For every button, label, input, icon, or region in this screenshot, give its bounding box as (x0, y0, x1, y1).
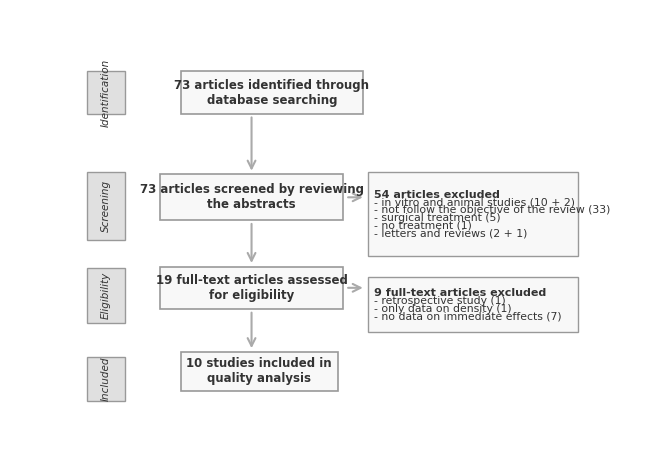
Text: - no treatment (1): - no treatment (1) (374, 221, 472, 231)
Text: 9 full-text articles excluded: 9 full-text articles excluded (374, 288, 547, 298)
Text: Included: Included (101, 357, 111, 402)
FancyBboxPatch shape (160, 174, 343, 220)
FancyBboxPatch shape (181, 352, 337, 391)
Text: 19 full-text articles assessed
for eligibility: 19 full-text articles assessed for eligi… (156, 274, 347, 302)
Text: - only data on density (1): - only data on density (1) (374, 304, 512, 313)
FancyBboxPatch shape (181, 71, 363, 114)
FancyBboxPatch shape (87, 172, 125, 240)
FancyBboxPatch shape (87, 71, 125, 114)
FancyBboxPatch shape (368, 277, 578, 332)
Text: 54 articles excluded: 54 articles excluded (374, 189, 500, 200)
Text: - letters and reviews (2 + 1): - letters and reviews (2 + 1) (374, 229, 528, 239)
Text: Identification: Identification (101, 59, 111, 127)
Text: 73 articles screened by reviewing
the abstracts: 73 articles screened by reviewing the ab… (139, 183, 364, 211)
FancyBboxPatch shape (160, 266, 343, 309)
Text: 73 articles identified through
database searching: 73 articles identified through database … (175, 78, 370, 106)
Text: - in vitro and animal studies (10 + 2): - in vitro and animal studies (10 + 2) (374, 197, 576, 207)
Text: 10 studies included in
quality analysis: 10 studies included in quality analysis (186, 357, 332, 385)
Text: - not follow the objective of the review (33): - not follow the objective of the review… (374, 205, 611, 215)
Text: Screening: Screening (101, 180, 111, 232)
Text: - no data on immediate effects (7): - no data on immediate effects (7) (374, 311, 562, 321)
Text: - surgical treatment (5): - surgical treatment (5) (374, 213, 501, 223)
Text: - retrospective study (1): - retrospective study (1) (374, 296, 506, 306)
FancyBboxPatch shape (87, 357, 125, 402)
Text: Eligibility: Eligibility (101, 272, 111, 319)
FancyBboxPatch shape (87, 268, 125, 323)
FancyBboxPatch shape (368, 172, 578, 256)
